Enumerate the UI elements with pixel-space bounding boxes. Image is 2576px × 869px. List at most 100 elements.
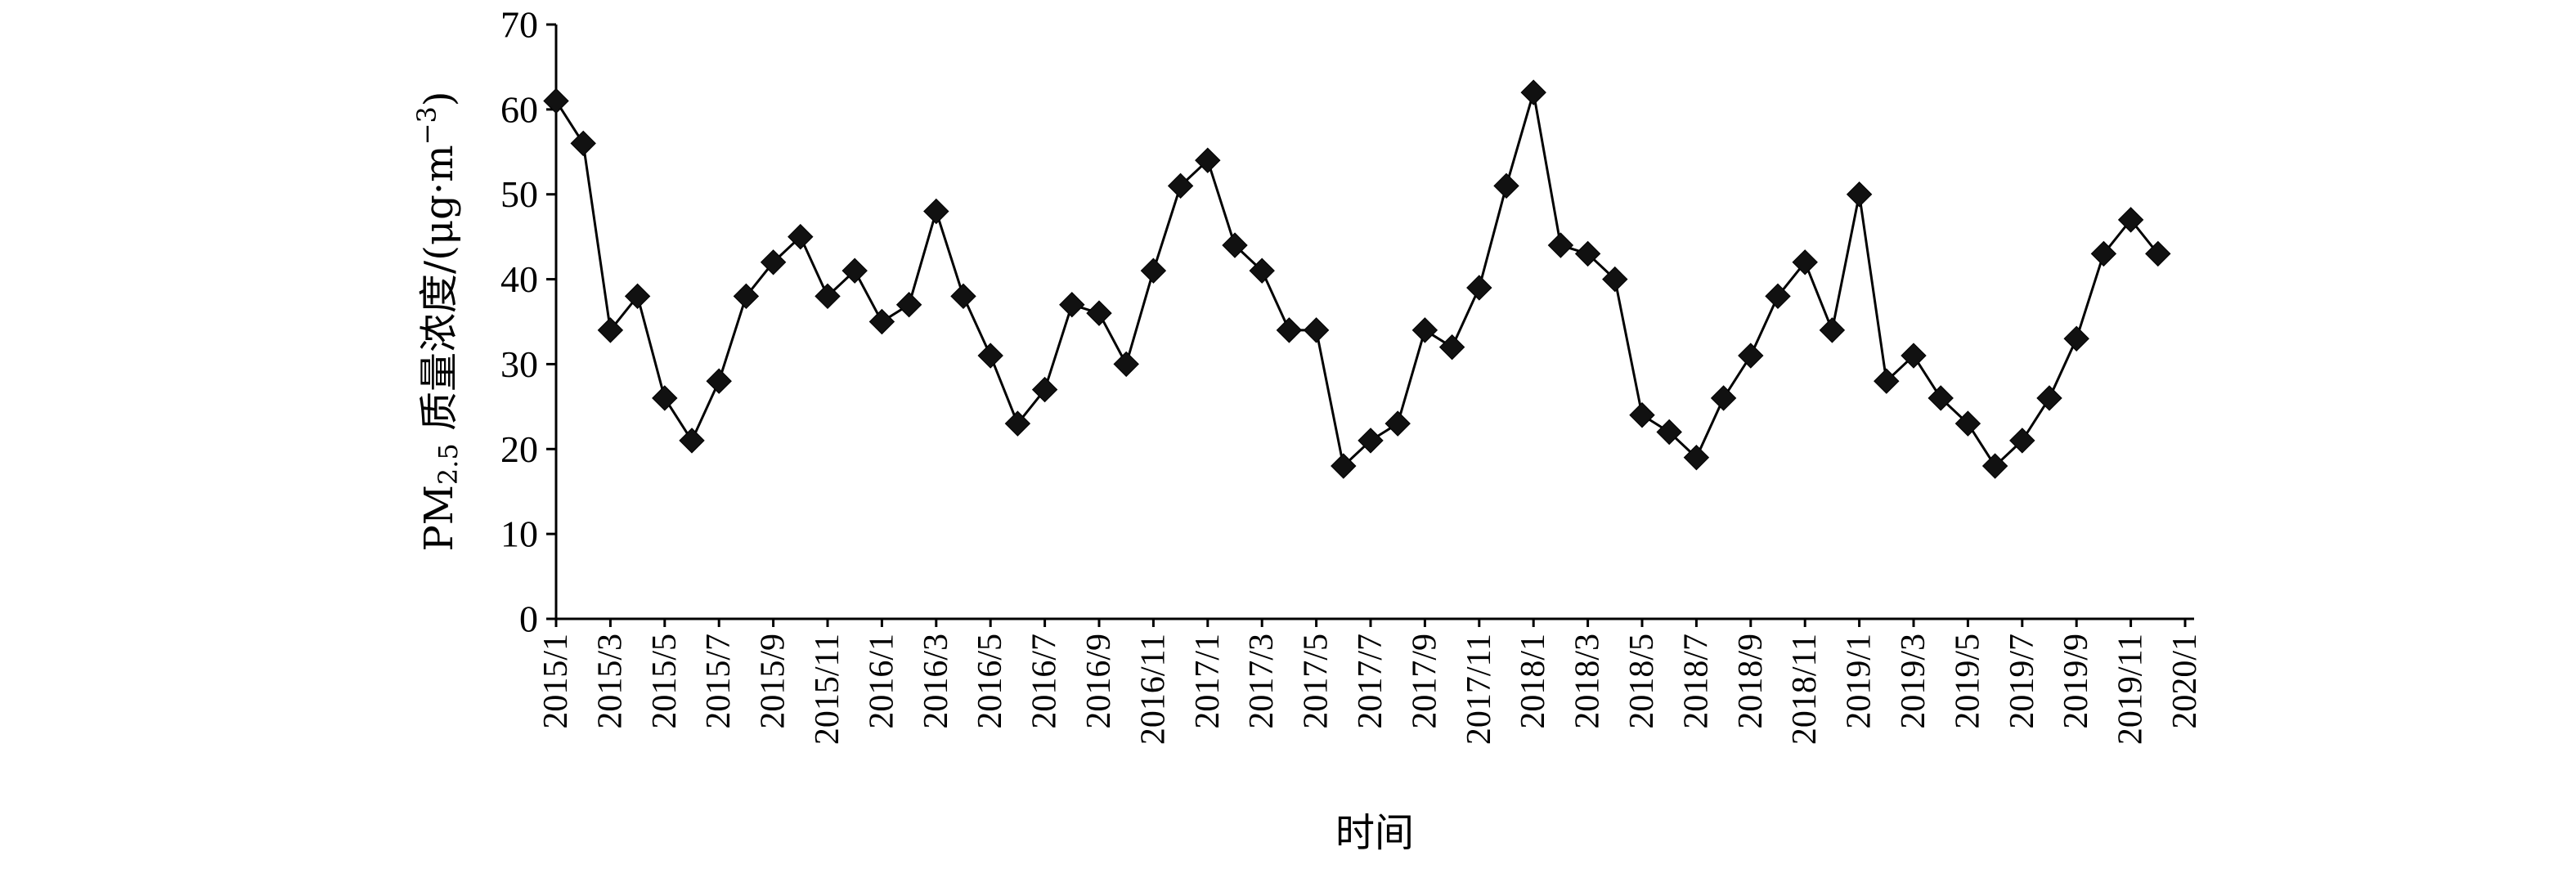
x-tick-label: 2018/5 [1623,634,1661,729]
data-point-marker [1547,232,1574,258]
x-tick-label: 2015/9 [755,634,792,729]
x-tick-label: 2016/3 [918,634,955,729]
x-tick-label: 2017/7 [1352,634,1389,729]
data-point-marker [2036,385,2062,411]
x-axis-title: 时间 [1335,810,1414,856]
y-axis-title: PM2.5 质量浓度/(μg·m−3) [411,91,464,551]
x-tick-label: 2015/7 [700,634,738,729]
data-point-marker [868,308,895,335]
y-tick-label: 60 [500,88,538,130]
data-point-marker [1438,334,1465,361]
data-point-marker [679,428,705,454]
data-point-marker [2063,325,2089,352]
x-tick-label: 2016/5 [972,634,1009,729]
data-point-marker [760,249,787,275]
x-tick-label: 2019/7 [2004,634,2041,729]
data-point-marker [1195,147,1221,173]
x-tick-label: 2016/1 [863,634,900,729]
data-point-marker [788,223,814,250]
data-point-marker [2009,428,2035,454]
x-ticks: 2015/1 2015/3 2015/5 2015/7 2015/9 2015/11 201… [537,619,2204,745]
data-point-marker [1710,385,1737,411]
x-tick-label: 2018/3 [1569,634,1607,729]
data-point-marker [1059,292,1085,318]
data-point-marker [950,283,976,310]
data-point-marker [1738,343,1764,369]
data-point-marker [1086,300,1112,326]
x-tick-label: 2017/1 [1189,634,1227,729]
y-axis-title-close: ) [416,91,462,106]
data-point-marker [1276,317,1303,343]
data-point-marker [923,198,949,225]
x-tick-label: 2017/5 [1298,634,1335,729]
data-point-marker [1222,232,1248,258]
data-point-marker [1954,410,1981,437]
y-tick-label: 0 [519,598,538,640]
data-point-marker [597,317,624,343]
y-axis-title-subscript: 2.5 [433,443,464,485]
data-point-marker [1928,385,1954,411]
data-series [543,79,2171,479]
data-point-marker [1004,410,1031,437]
data-point-marker [1520,79,1546,105]
data-point-marker [1249,258,1275,284]
data-point-marker [1167,172,1194,199]
data-point-marker [1303,317,1330,343]
y-axis-title-main: PM [416,485,462,551]
data-point-marker [1846,181,1873,208]
data-point-marker [1466,275,1492,301]
data-point-marker [1384,410,1411,437]
data-point-marker [1113,351,1139,378]
x-tick-label: 2016/9 [1080,634,1118,729]
data-point-marker [841,258,868,284]
y-tick-label: 20 [500,428,538,470]
data-point-marker [570,130,596,157]
data-point-marker [624,283,651,310]
data-point-marker [2090,240,2117,267]
x-tick-label: 2015/5 [646,634,684,729]
y-tick-label: 50 [500,173,538,215]
data-point-marker [1683,444,1710,471]
x-tick-label: 2018/1 [1515,634,1552,729]
x-tick-label: 2020/1 [2166,634,2204,729]
x-tick-label: 2019/3 [1895,634,1932,729]
data-point-marker [1574,240,1601,267]
x-tick-label: 2019/9 [2058,634,2095,729]
y-tick-label: 40 [500,258,538,300]
data-point-marker [1792,249,1818,275]
data-point-marker [543,87,569,114]
data-point-marker [895,292,922,318]
data-point-marker [2117,207,2144,233]
data-point-marker [1411,317,1438,343]
x-tick-label: 2018/9 [1732,634,1770,729]
data-point-marker [1874,368,1900,394]
series-line [554,92,2159,468]
axes [554,25,2194,620]
data-point-marker [1358,428,1384,454]
data-point-marker [1629,402,1655,428]
y-tick-label: 30 [500,343,538,385]
data-point-marker [1765,283,1791,310]
y-axis-title-rest: 质量浓度/(μg·m [416,145,462,443]
data-point-marker [1331,453,1357,479]
x-tick-label: 2017/3 [1243,634,1281,729]
x-tick-label: 2019/5 [1949,634,1986,729]
x-tick-label: 2015/1 [537,634,575,729]
data-point-marker [977,343,1003,369]
data-point-marker [815,283,841,310]
x-tick-label: 2016/11 [1134,634,1172,745]
data-point-marker [1656,419,1682,446]
x-tick-label: 2018/11 [1786,634,1824,745]
data-point-marker [2145,240,2171,267]
data-point-marker [1031,376,1058,403]
data-point-marker [1140,258,1167,284]
y-ticks: 0 10 20 30 40 50 60 70 [500,4,556,640]
data-point-marker [652,385,678,411]
x-tick-label: 2018/7 [1677,634,1715,729]
x-tick-label: 2017/11 [1461,634,1498,745]
data-point-marker [1493,172,1519,199]
data-point-marker [1602,266,1628,293]
x-tick-label: 2019/1 [1841,634,1878,729]
